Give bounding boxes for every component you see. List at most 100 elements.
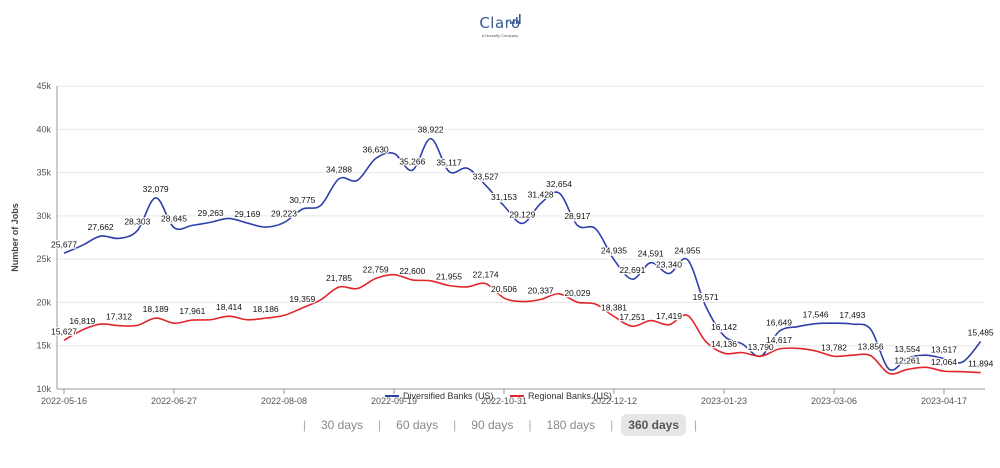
data-label: 17,493	[839, 310, 865, 320]
data-label: 17,312	[106, 312, 132, 322]
data-label: 19,359	[289, 294, 315, 304]
data-label: 17,251	[619, 312, 645, 322]
data-label: 21,955	[436, 272, 462, 282]
x-tick-label: 2022-10-31	[481, 396, 527, 406]
data-label: 17,419	[656, 311, 682, 321]
data-label: 13,782	[821, 342, 847, 352]
data-label: 16,142	[711, 322, 737, 332]
data-label: 25,677	[51, 239, 77, 249]
logo-subtext: A Horsefly Company	[481, 33, 519, 38]
range-button-60-days[interactable]: 60 days	[396, 418, 439, 432]
data-label: 31,428	[528, 189, 554, 199]
data-label: 22,759	[363, 265, 389, 275]
legend-item-regional[interactable]: Regional Banks (US)	[510, 391, 612, 401]
data-label: 16,649	[766, 317, 792, 327]
data-label: 21,785	[326, 273, 352, 283]
data-label: 22,174	[473, 270, 499, 280]
series-lines	[63, 137, 982, 375]
data-label: 18,381	[601, 302, 627, 312]
data-label: 32,079	[143, 184, 169, 194]
range-button-180-days[interactable]: 180 days	[546, 418, 596, 432]
range-button-30-days[interactable]: 30 days	[320, 418, 364, 432]
claro-logo: Claro A Horsefly Company	[470, 14, 530, 50]
data-label: 24,935	[601, 246, 627, 256]
range-button-90-days[interactable]: 90 days	[471, 418, 514, 432]
data-label: 18,186	[253, 304, 279, 314]
data-label: 13,790	[748, 342, 774, 352]
gridlines	[57, 85, 985, 347]
regional-banks-line	[63, 273, 981, 375]
range-selector: | 30 days | 60 days | 90 days | 180 days | 360 da…	[0, 414, 1000, 436]
range-separator: |	[302, 418, 306, 432]
data-label: 22,691	[619, 265, 645, 275]
range-button-360-days[interactable]: 360 days	[621, 414, 686, 436]
data-label: 29,169	[234, 209, 260, 219]
x-tick-label: 2023-04-17	[921, 396, 967, 406]
y-tick-label: 45k	[36, 81, 51, 91]
x-axis: 2022-05-16 2022-06-27 2022-08-08 2022-09-19…	[41, 86, 985, 406]
data-label: 20,337	[528, 286, 554, 296]
data-label: 15,485	[968, 328, 994, 338]
y-axis-title: Number of Jobs	[10, 203, 20, 272]
x-tick-label: 2022-08-08	[261, 396, 307, 406]
data-label: 12,064	[931, 357, 957, 367]
y-tick-label: 10k	[36, 384, 51, 394]
data-label: 18,414	[216, 302, 242, 312]
x-tick-label: 2023-01-23	[701, 396, 747, 406]
data-label: 35,266	[399, 156, 425, 166]
y-tick-label: 20k	[36, 297, 51, 307]
data-label: 14,617	[766, 335, 792, 345]
y-tick-label: 15k	[36, 341, 51, 351]
legend-label: Regional Banks (US)	[528, 391, 612, 401]
legend-item-diversified[interactable]: Diversified Banks (US)	[385, 391, 494, 401]
y-tick-label: 30k	[36, 211, 51, 221]
y-axis: 10k 15k 20k 25k 30k 35k 40k 45k Number of Jobs	[10, 81, 51, 394]
data-label: 34,288	[326, 165, 352, 175]
y-tick-label: 25k	[36, 254, 51, 264]
data-label: 28,645	[161, 214, 187, 224]
data-label: 13,517	[931, 345, 957, 355]
range-separator: |	[453, 418, 457, 432]
line-chart: 10k 15k 20k 25k 30k 35k 40k 45k Number of Jobs 2…	[10, 81, 995, 406]
y-tick-label: 40k	[36, 124, 51, 134]
x-tick-label: 2022-12-12	[591, 396, 637, 406]
data-label: 14,136	[711, 339, 737, 349]
data-label: 18,189	[143, 304, 169, 314]
data-label: 22,600	[399, 266, 425, 276]
data-label: 17,546	[803, 310, 829, 320]
data-label: 32,654	[546, 179, 572, 189]
data-label: 16,819	[69, 316, 95, 326]
data-label: 38,922	[418, 125, 444, 135]
data-label: 29,223	[271, 209, 297, 219]
data-label: 24,955	[674, 246, 700, 256]
data-label: 28,917	[564, 211, 590, 221]
data-label: 20,029	[564, 288, 590, 298]
range-separator: |	[378, 418, 382, 432]
data-label: 23,340	[656, 260, 682, 270]
legend: Diversified Banks (US) Regional Banks (US…	[385, 391, 612, 401]
data-label: 33,527	[473, 171, 499, 181]
data-label: 13,856	[858, 342, 884, 352]
signal-bars-icon	[510, 14, 521, 24]
data-label: 30,775	[289, 195, 315, 205]
legend-label: Diversified Banks (US)	[403, 391, 494, 401]
x-tick-label: 2022-05-16	[41, 396, 87, 406]
data-label: 36,630	[363, 144, 389, 154]
logo-text: Claro	[479, 14, 521, 32]
range-separator: |	[528, 418, 532, 432]
data-label: 27,662	[88, 222, 114, 232]
data-label: 13,790	[748, 342, 774, 352]
data-labels: 25,677 27,662 28,303 32,079 28,645 29,263 29,1…	[50, 123, 995, 369]
x-tick-label: 2023-03-06	[811, 396, 857, 406]
data-label: 24,591	[638, 249, 664, 259]
diversified-banks-line	[63, 137, 982, 371]
data-label: 13,554	[894, 344, 920, 354]
range-separator: |	[610, 418, 614, 432]
data-label: 17,961	[179, 306, 205, 316]
data-label: 35,117	[436, 158, 462, 168]
data-label: 31,153	[491, 192, 517, 202]
data-label: 20,506	[491, 284, 517, 294]
data-label: 11,894	[968, 359, 994, 369]
data-label: 29,129	[509, 209, 535, 219]
data-label: 28,303	[124, 217, 150, 227]
